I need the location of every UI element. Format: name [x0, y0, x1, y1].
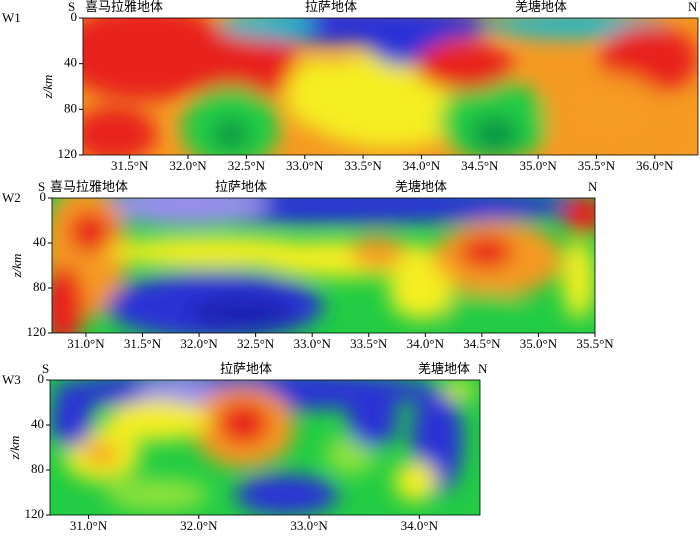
- x-tick-label: 33.0°N: [290, 518, 328, 533]
- field-blob: [415, 41, 514, 91]
- terrane-label: N: [688, 0, 698, 14]
- field-blob: [187, 296, 297, 329]
- field-blob: [394, 461, 437, 502]
- field-blob: [388, 265, 454, 320]
- x-tick-label: 35.5°N: [576, 336, 614, 351]
- field-blob: [50, 393, 93, 448]
- y-tick-label: 0: [71, 9, 78, 24]
- field-blob: [218, 18, 317, 39]
- panel-label: W2: [2, 190, 21, 205]
- x-tick-label: 31.0°N: [67, 336, 105, 351]
- field-blobs: [50, 380, 476, 515]
- x-tick-label: 32.5°N: [228, 158, 266, 173]
- field-blob: [365, 18, 440, 66]
- y-axis-label: z/km: [7, 436, 22, 461]
- x-tick-label: 34.5°N: [463, 336, 501, 351]
- x-tick-label: 33.5°N: [350, 336, 388, 351]
- terrane-label: 羌塘地体: [515, 0, 567, 14]
- x-tick-label: 34.0°N: [403, 158, 441, 173]
- x-tick-label: 35.0°N: [520, 336, 558, 351]
- x-tick-label: 34.0°N: [407, 336, 445, 351]
- y-tick-label: 120: [27, 324, 47, 339]
- terrane-label: N: [478, 361, 488, 376]
- terrane-label: 喜马拉雅地体: [50, 179, 128, 194]
- x-tick-label: 34.5°N: [461, 158, 499, 173]
- y-tick-label: 80: [64, 100, 77, 115]
- y-tick-label: 0: [38, 371, 45, 386]
- field-blob: [350, 235, 405, 269]
- terrane-label: 喜马拉雅地体: [85, 0, 163, 14]
- field-blobs: [52, 198, 595, 333]
- field-blob: [234, 474, 339, 515]
- field-blob: [106, 198, 270, 225]
- terrane-label: S: [42, 361, 49, 376]
- x-tick-label: 32.5°N: [237, 336, 275, 351]
- x-tick-label: 32.0°N: [180, 518, 218, 533]
- field-blob: [175, 31, 299, 101]
- x-tick-label: 31.5°N: [124, 336, 162, 351]
- x-tick-label: 35.0°N: [519, 158, 557, 173]
- y-tick-label: 40: [33, 234, 46, 249]
- y-axis-label: z/km: [40, 75, 55, 100]
- field-blob: [562, 198, 595, 235]
- plot-frame: [51, 197, 596, 334]
- y-tick-label: 0: [40, 189, 47, 204]
- terrane-label: N: [588, 179, 598, 194]
- y-tick-label: 40: [64, 55, 77, 70]
- x-tick-label: 33.5°N: [344, 158, 382, 173]
- field-blob: [470, 115, 520, 154]
- y-axis-label: z/km: [9, 254, 24, 279]
- y-tick-label: 40: [31, 416, 44, 431]
- field-blob: [442, 292, 530, 333]
- x-tick-label: 31.0°N: [70, 518, 108, 533]
- field-blobs: [83, 18, 698, 155]
- contour-field: [83, 18, 698, 155]
- x-tick-label: 35.5°N: [578, 158, 616, 173]
- field-blob: [83, 107, 157, 155]
- field-blob: [562, 238, 595, 320]
- terrane-label: 拉萨地体: [220, 361, 272, 376]
- y-tick-label: 80: [33, 279, 46, 294]
- x-tick-label: 32.0°N: [180, 336, 218, 351]
- contour-field: [52, 198, 595, 333]
- plot-frame: [82, 17, 699, 156]
- terrane-label: 拉萨地体: [215, 179, 267, 194]
- terrane-label: 羌塘地体: [395, 179, 447, 194]
- field-blob: [459, 235, 514, 269]
- x-tick-label: 33.0°N: [294, 336, 332, 351]
- terrane-label: S: [68, 0, 75, 14]
- panel-label: W1: [2, 10, 21, 25]
- y-tick-label: 120: [58, 146, 78, 161]
- field-blob: [285, 59, 348, 128]
- y-tick-label: 80: [31, 461, 44, 476]
- plot-frame: [49, 379, 481, 516]
- field-blob: [52, 265, 85, 333]
- field-blob: [346, 393, 399, 448]
- terrane-label: S: [38, 179, 45, 194]
- x-tick-label: 33.0°N: [286, 158, 324, 173]
- field-blob: [217, 401, 270, 445]
- contour-field: [50, 380, 480, 515]
- x-tick-label: 34.0°N: [401, 518, 439, 533]
- x-tick-label: 36.0°N: [636, 158, 674, 173]
- field-blob: [84, 443, 119, 466]
- y-tick-label: 120: [25, 506, 45, 521]
- field-blob: [212, 118, 250, 151]
- terrane-label: 拉萨地体: [305, 0, 357, 14]
- field-blob: [105, 478, 210, 511]
- terrane-label: 羌塘地体: [418, 361, 470, 376]
- field-blob: [544, 72, 668, 155]
- x-tick-label: 32.0°N: [169, 158, 207, 173]
- x-tick-label: 31.5°N: [111, 158, 149, 173]
- field-blob: [441, 382, 476, 399]
- field-blob: [105, 400, 210, 441]
- panel-label: W3: [2, 372, 21, 387]
- field-blob: [68, 211, 112, 252]
